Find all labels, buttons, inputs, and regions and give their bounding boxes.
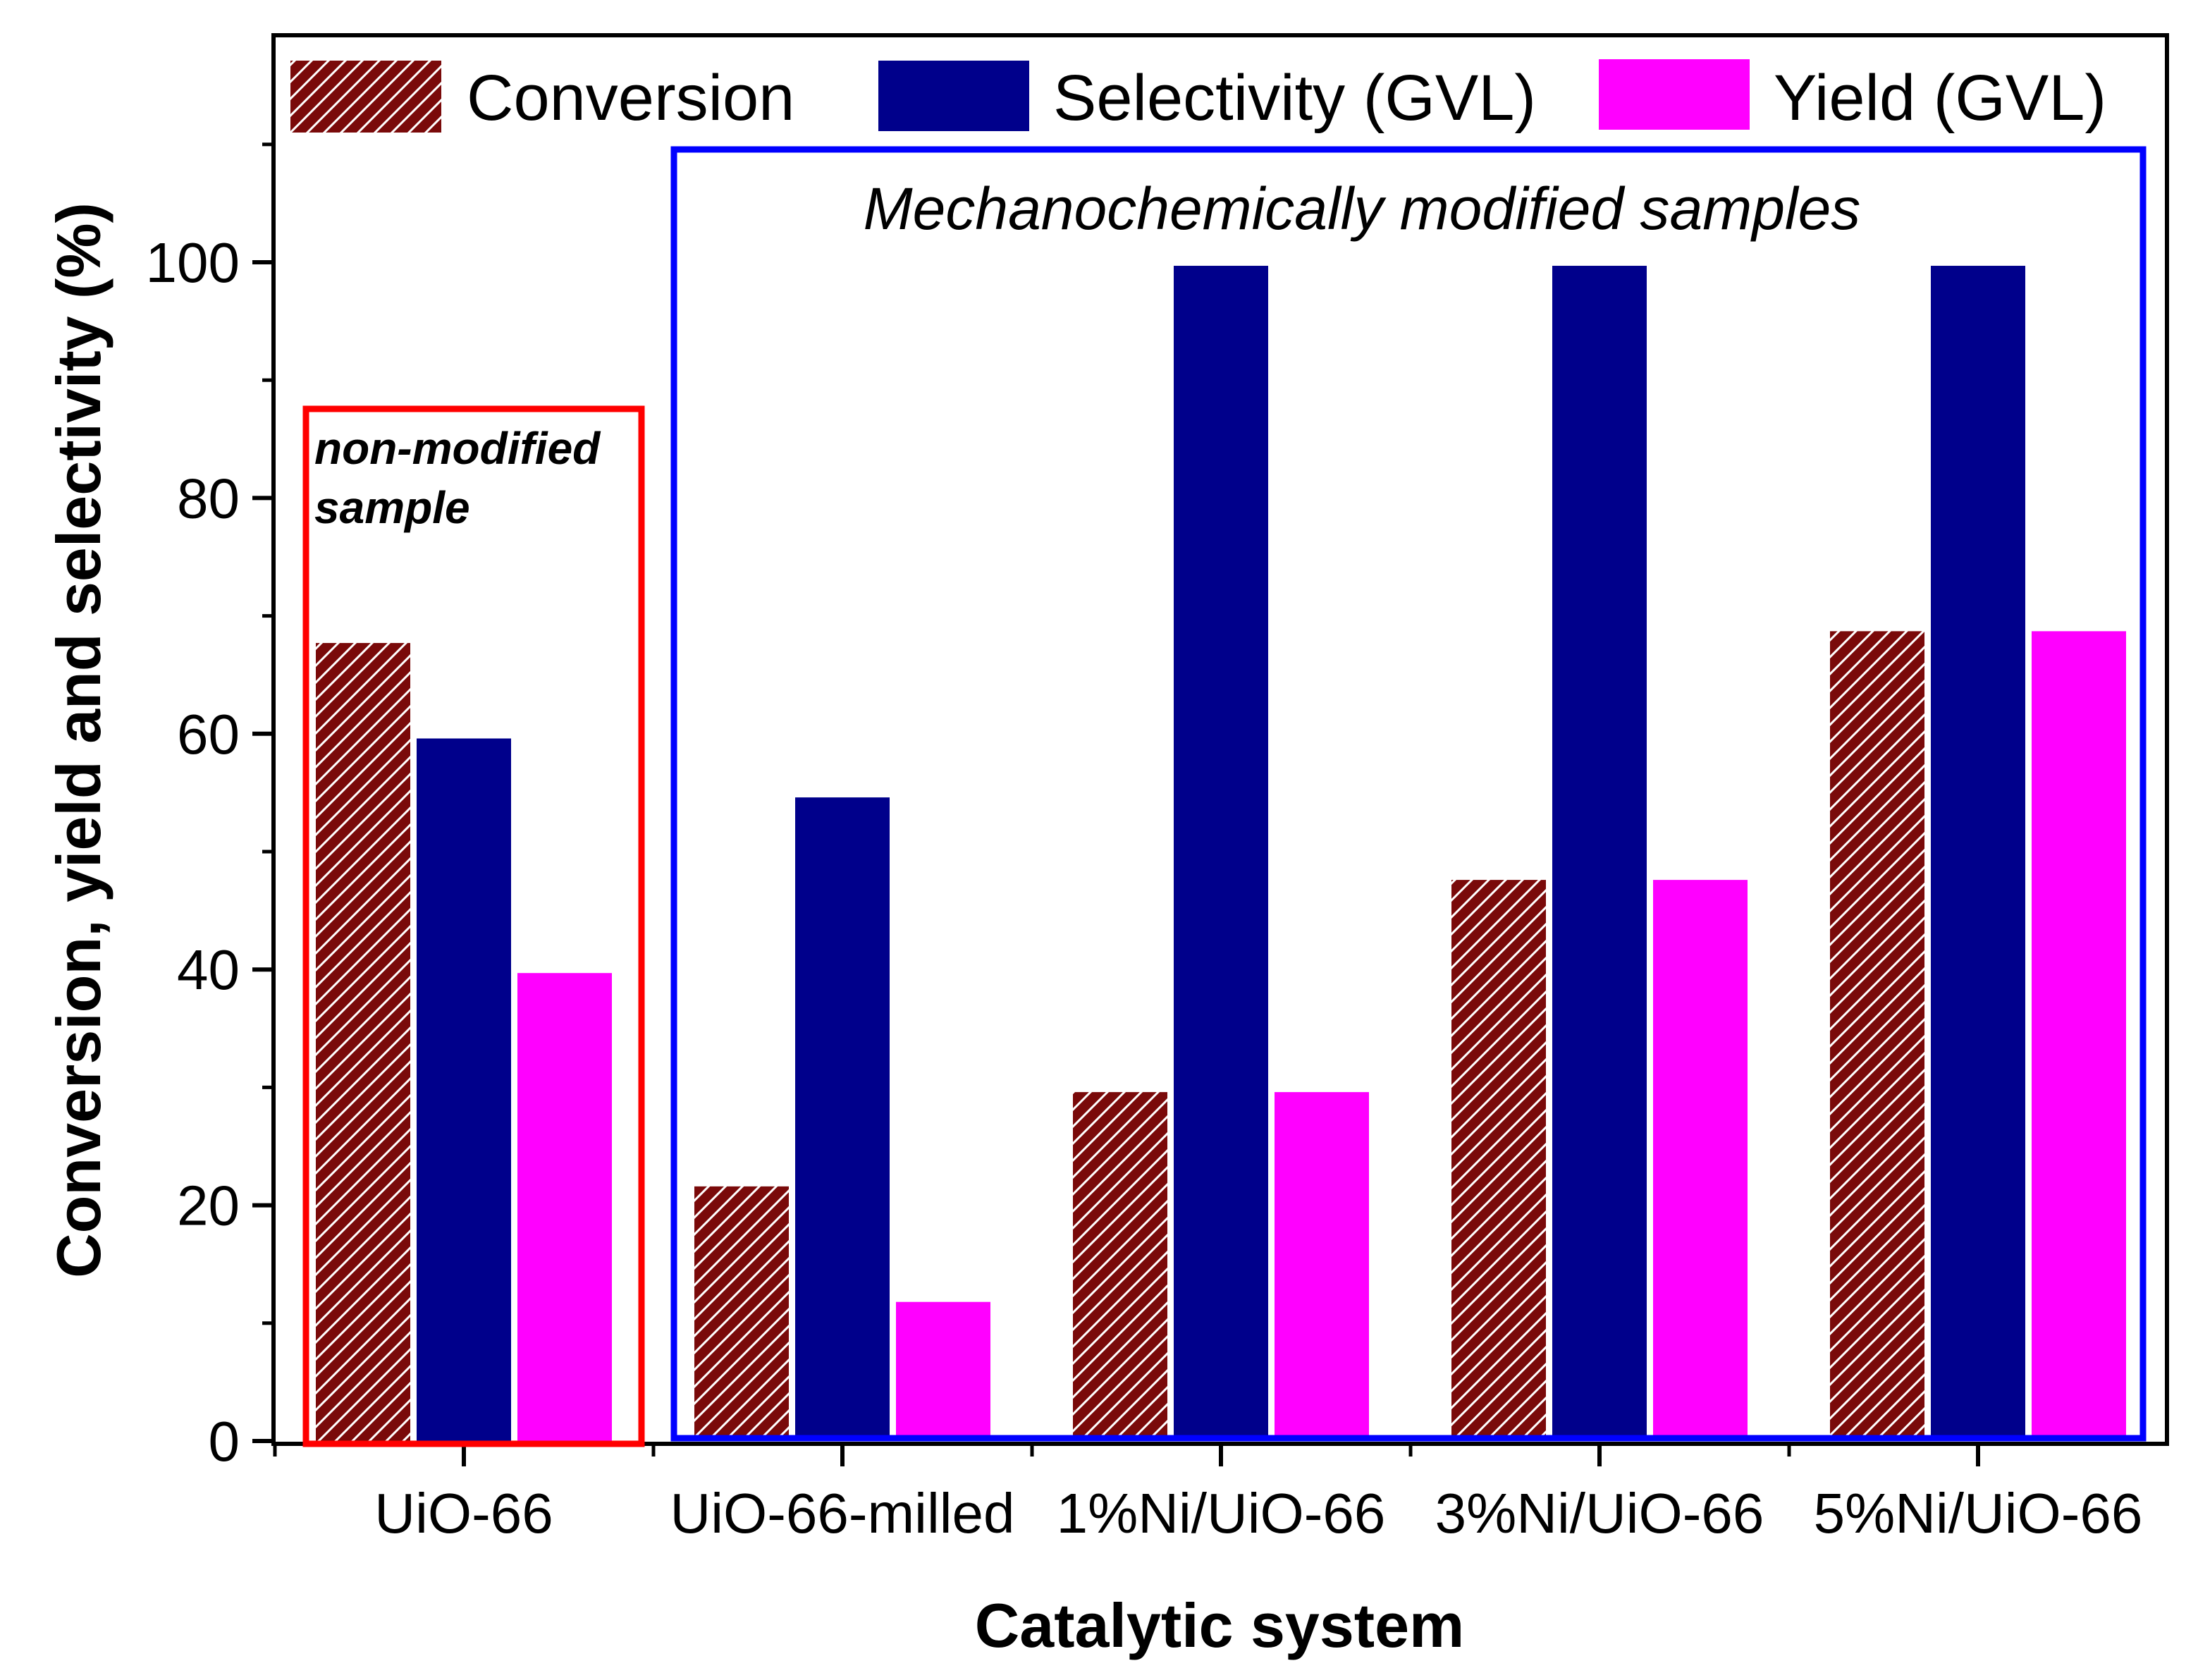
x-tick-label-1ni-uio-66: 1%Ni/UiO-66 — [1057, 1482, 1386, 1545]
bar-yield-uio-66-milled — [896, 1301, 990, 1441]
bar-yield-uio-66 — [517, 973, 612, 1441]
bar-conversion-uio-66-milled — [694, 1186, 789, 1441]
bar-selectivity-uio-66-milled — [795, 797, 890, 1441]
x-tick-label-uio-66-milled: UiO-66-milled — [670, 1482, 1015, 1545]
legend-swatch-yield — [1599, 59, 1750, 130]
non-modified-box — [302, 405, 645, 1447]
modified-label: Mechanochemically modified samples — [864, 176, 1861, 242]
bar-yield-1ni-uio-66 — [1275, 1092, 1369, 1441]
x-axis-ticks: UiO-66 UiO-66-milled 1%Ni/UiO-66 3%Ni/UiO-6… — [273, 1444, 2143, 1545]
y-tick-label-60: 60 — [177, 703, 240, 766]
legend-swatch-conversion — [290, 61, 441, 133]
bar-selectivity-1ni-uio-66 — [1174, 266, 1268, 1441]
legend-swatch-selectivity — [878, 61, 1029, 131]
bar-yield-3ni-uio-66 — [1653, 880, 1748, 1441]
y-tick-label-80: 80 — [177, 467, 240, 529]
bar-selectivity-5ni-uio-66 — [1931, 266, 2025, 1441]
bar-conversion-5ni-uio-66 — [1830, 631, 1924, 1442]
x-tick-label-uio-66: UiO-66 — [374, 1482, 553, 1545]
modified-box — [670, 146, 2147, 1442]
bar-yield-5ni-uio-66 — [2032, 631, 2126, 1442]
legend-label-conversion: Conversion — [467, 62, 794, 134]
y-axis-ticks: 0 20 40 60 80 100 — [146, 142, 274, 1473]
y-tick-label-20: 20 — [177, 1175, 240, 1237]
x-axis-title: Catalytic system — [975, 1590, 1465, 1660]
bar-selectivity-uio-66 — [417, 738, 511, 1441]
y-axis-title: Conversion, yield and selectivity (%) — [44, 202, 113, 1278]
x-tick-label-3ni-uio-66: 3%Ni/UiO-66 — [1435, 1482, 1764, 1545]
non-modified-label-line2: sample — [314, 482, 470, 533]
y-tick-label-100: 100 — [146, 231, 240, 294]
y-tick-label-40: 40 — [177, 938, 240, 1001]
bar-conversion-3ni-uio-66 — [1451, 880, 1546, 1441]
bar-conversion-1ni-uio-66 — [1073, 1092, 1167, 1441]
legend-label-selectivity: Selectivity (GVL) — [1053, 62, 1536, 134]
y-tick-label-0: 0 — [209, 1410, 240, 1473]
bar-conversion-uio-66 — [316, 643, 410, 1441]
legend: Conversion Selectivity (GVL) Yield (GVL) — [290, 59, 2106, 134]
legend-label-yield: Yield (GVL) — [1774, 62, 2106, 134]
bar-selectivity-3ni-uio-66 — [1552, 266, 1647, 1441]
non-modified-label-line1: non-modified — [314, 423, 601, 474]
bars-group — [316, 266, 2126, 1442]
x-tick-label-5ni-uio-66: 5%Ni/UiO-66 — [1814, 1482, 2143, 1545]
